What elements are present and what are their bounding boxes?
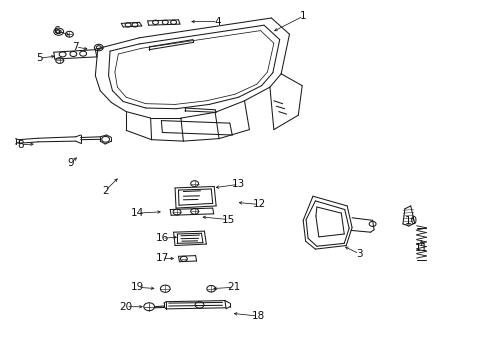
Text: 13: 13: [231, 179, 245, 189]
Text: 16: 16: [155, 233, 169, 243]
Text: 4: 4: [214, 17, 221, 27]
Text: 17: 17: [155, 253, 169, 264]
Text: 15: 15: [222, 215, 235, 225]
Text: 9: 9: [67, 158, 74, 168]
Text: 20: 20: [120, 302, 132, 312]
Text: 5: 5: [36, 53, 42, 63]
Text: 1: 1: [299, 11, 306, 21]
Text: 10: 10: [405, 216, 417, 226]
Text: 8: 8: [17, 140, 24, 150]
Text: 18: 18: [251, 311, 264, 321]
Text: 19: 19: [131, 282, 144, 292]
Text: 12: 12: [252, 199, 265, 210]
Text: 7: 7: [72, 42, 79, 52]
Text: 6: 6: [53, 26, 60, 36]
Text: 2: 2: [102, 186, 108, 196]
Text: 21: 21: [226, 282, 240, 292]
Text: 11: 11: [414, 243, 427, 253]
Text: 14: 14: [131, 208, 144, 218]
Text: 3: 3: [355, 249, 362, 259]
